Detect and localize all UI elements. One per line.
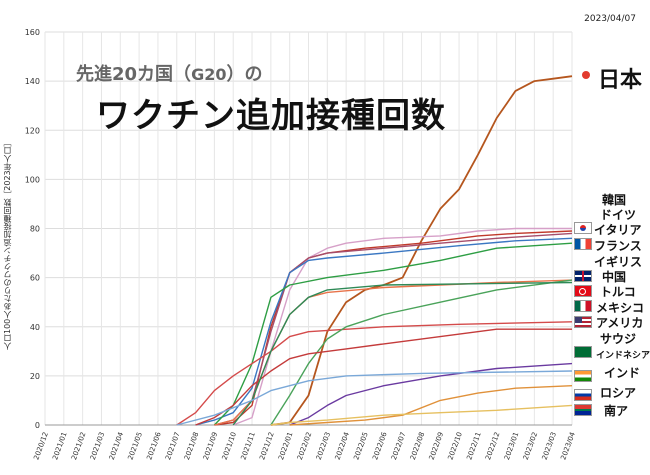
country-label-italy: イタリア: [594, 223, 642, 237]
y-tick-label: 80: [30, 225, 40, 234]
x-tick-label: 2021/09: [202, 431, 219, 461]
series-line-united-states: [195, 328, 572, 426]
y-tick-label: 40: [30, 323, 40, 332]
title-g20: G20: [191, 65, 227, 84]
turkey-flag-icon: [574, 285, 592, 297]
x-tick-label: 2021/02: [70, 431, 87, 461]
x-tick-label: 2022/03: [315, 431, 332, 461]
x-tick-label: 2023/01: [503, 431, 520, 461]
country-label-uk: イギリス: [594, 255, 643, 269]
series-line-russia: [176, 370, 573, 426]
saudi-flag-icon: [574, 346, 592, 358]
y-axis-label: 人口100人あたりのワクチン追加接種回数［2023年人口］: [3, 138, 12, 350]
y-tick-label: 140: [25, 77, 40, 86]
country-label-china: 中国: [602, 270, 627, 284]
x-tick-label: 2022/09: [428, 431, 445, 461]
usa-flag-icon: [574, 316, 592, 328]
series-line-united-kingdom: [213, 242, 573, 426]
x-tick-label: 2022/05: [352, 431, 369, 461]
x-tick-label: 2020/12: [32, 431, 49, 461]
x-tick-label: 2021/10: [221, 431, 238, 461]
x-tick-label: 2021/04: [108, 430, 126, 461]
series-line-india: [289, 385, 573, 426]
india-flag-icon: [574, 370, 592, 382]
title-part1: 先進20カ国（: [76, 64, 192, 85]
y-tick-label: 60: [30, 274, 40, 283]
date-label: 2023/04/07: [584, 14, 636, 24]
x-tick-label: 2022/01: [277, 431, 294, 461]
country-label-russia: ロシア: [600, 386, 637, 400]
x-tick-label: 2021/12: [258, 431, 275, 461]
x-tick-label: 2021/11: [239, 431, 256, 461]
series-line-japan: [270, 75, 573, 426]
x-tick-label: 2022/02: [296, 431, 313, 461]
south-africa-flag-icon: [574, 404, 592, 416]
series-line-france: [195, 237, 573, 426]
series-line-indonesia: [289, 362, 573, 426]
series-line-south-korea: [232, 227, 572, 426]
mexico-flag-icon: [574, 300, 592, 312]
x-tick-label: 2021/05: [127, 431, 144, 461]
france-flag-icon: [574, 238, 592, 250]
country-label-korea: 韓国: [602, 193, 627, 207]
chart-subtitle: 先進20カ国（G20）の: [76, 60, 262, 86]
x-tick-label: 2022/12: [484, 431, 501, 461]
korea-flag-icon: [574, 222, 592, 234]
country-label-france: フランス: [594, 239, 642, 253]
series-line-saudi-arabia: [232, 281, 573, 426]
x-tick-label: 2023/02: [522, 431, 539, 461]
country-label-usa: アメリカ: [596, 316, 644, 330]
x-tick-label: 2022/04: [334, 430, 352, 461]
series-line-germany: [214, 230, 573, 426]
x-tick-label: 2022/06: [371, 430, 389, 461]
title-part2: ）の: [226, 64, 263, 85]
x-tick-label: 2022/11: [465, 431, 482, 461]
x-tick-label: 2022/08: [409, 431, 426, 461]
x-tick-label: 2021/03: [89, 431, 106, 461]
x-tick-label: 2023/03: [541, 431, 558, 461]
x-tick-label: 2022/07: [390, 431, 407, 461]
country-label-turkey: トルコ: [600, 285, 636, 299]
country-label-germany: ドイツ: [600, 208, 637, 222]
country-label-mexico: メキシコ: [596, 301, 645, 315]
chart-title: ワクチン追加接種回数: [96, 96, 446, 136]
series-line-south-africa: [270, 404, 573, 426]
country-label-indonesia: インドネシア: [596, 351, 650, 361]
y-tick-label: 100: [25, 175, 40, 184]
uk-flag-icon: [574, 270, 592, 282]
x-tick-label: 2021/06: [145, 430, 163, 461]
y-tick-label: 120: [25, 126, 40, 135]
y-tick-label: 160: [25, 28, 40, 37]
country-label-south-africa: 南ア: [604, 404, 629, 418]
y-tick-label: 0: [35, 421, 40, 430]
x-tick-label: 2021/01: [51, 431, 68, 461]
x-tick-label: 2021/07: [164, 431, 181, 461]
x-tick-label: 2022/10: [446, 431, 463, 461]
y-tick-label: 20: [30, 372, 40, 381]
x-tick-label: 2021/08: [183, 431, 200, 461]
country-label-saudi: サウジ: [600, 332, 637, 346]
country-label-japan: 日本: [598, 68, 643, 93]
series-line-mexico: [270, 279, 573, 426]
japan-marker-icon: [582, 71, 590, 79]
russia-flag-icon: [574, 389, 592, 401]
country-label-india: インド: [604, 366, 641, 380]
x-tick-label: 2023/04: [559, 430, 577, 461]
